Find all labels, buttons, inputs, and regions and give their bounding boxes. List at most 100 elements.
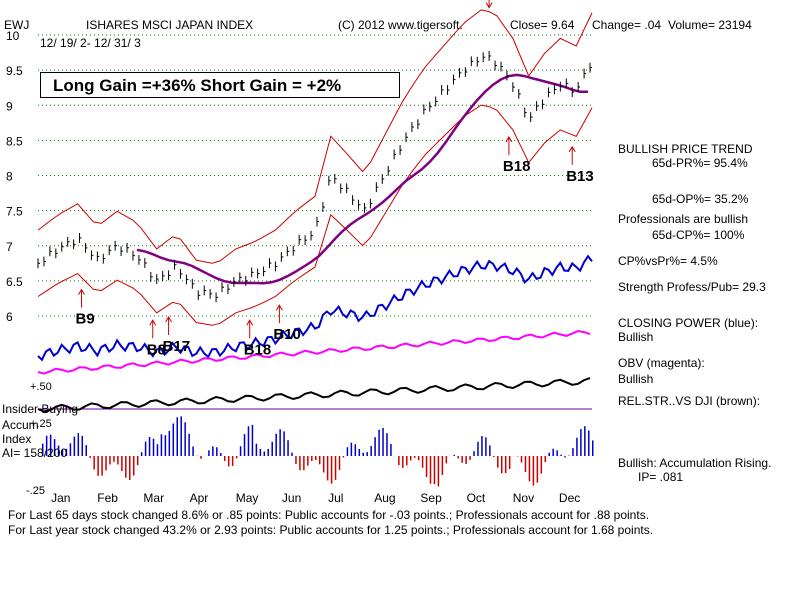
accum-bar bbox=[275, 433, 277, 456]
accum-bar bbox=[97, 456, 99, 476]
accum-bar bbox=[441, 456, 444, 475]
copyright-text: (C) 2012 www.tigersoft. bbox=[338, 18, 463, 32]
obv-line bbox=[37, 329, 591, 375]
accumulation-histogram: +.25 -.25 bbox=[26, 416, 594, 497]
accum-bar bbox=[117, 456, 119, 465]
cp-value: 65d-CP%= 100% bbox=[652, 228, 745, 242]
ticker-label: EWJ bbox=[4, 18, 30, 32]
trend-title: BULLISH PRICE TREND bbox=[618, 142, 753, 156]
month-label-feb: Feb bbox=[97, 491, 118, 505]
accum-bar bbox=[338, 456, 341, 470]
price-bars bbox=[37, 51, 593, 303]
accum-bar bbox=[588, 430, 590, 456]
y-tick-7.5: 7.5 bbox=[6, 205, 23, 219]
y-tick-10: 10 bbox=[6, 29, 20, 43]
accum-bar bbox=[350, 442, 353, 456]
signal-label-b18: B18 bbox=[244, 341, 272, 358]
month-label-jun: Jun bbox=[282, 491, 301, 505]
accum-bar bbox=[398, 456, 400, 466]
accum-bar bbox=[465, 456, 467, 465]
date-range: 12/ 19/ 2- 12/ 31/ 3 bbox=[40, 36, 141, 50]
accum-bar bbox=[168, 430, 171, 456]
accum-bar bbox=[299, 456, 301, 471]
accum-bar bbox=[184, 422, 186, 456]
accum-tick-lower: -.25 bbox=[26, 485, 45, 497]
accum-bar bbox=[188, 433, 190, 456]
accum-bar bbox=[520, 456, 523, 463]
closing-power-line bbox=[37, 254, 593, 362]
month-label-jul: Jul bbox=[328, 491, 343, 505]
accum-bar bbox=[315, 456, 317, 460]
volume-value: Volume= 23194 bbox=[668, 18, 752, 32]
closing-power-path bbox=[37, 254, 593, 362]
lower-band-line bbox=[37, 104, 593, 326]
accum-bar bbox=[200, 456, 202, 459]
accum-bar bbox=[263, 451, 266, 456]
moving-average-line bbox=[136, 73, 589, 285]
accum-bar bbox=[473, 451, 475, 456]
accum-bar bbox=[144, 441, 147, 456]
month-label-oct: Oct bbox=[467, 491, 486, 505]
accum-bar bbox=[548, 452, 550, 456]
month-label-aug: Aug bbox=[374, 491, 395, 505]
signal-arrows: B9B8B17B18B10S4B18B13 bbox=[76, 0, 594, 358]
accum-bar bbox=[370, 446, 372, 456]
accum-bar bbox=[524, 456, 527, 473]
accum-bar bbox=[532, 456, 535, 486]
accum-bar bbox=[45, 435, 48, 456]
accum-bar bbox=[136, 456, 139, 466]
accum-bar bbox=[402, 456, 404, 468]
accum-bar bbox=[81, 435, 84, 456]
accum-bar bbox=[255, 443, 258, 456]
signal-label-b18: B18 bbox=[503, 158, 531, 175]
y-tick-9.5: 9.5 bbox=[6, 64, 23, 78]
accum-bar bbox=[413, 456, 416, 458]
accum-bar bbox=[445, 456, 448, 464]
obv-status: Bullish bbox=[618, 372, 654, 386]
accum-bar bbox=[326, 456, 329, 481]
month-label-nov: Nov bbox=[513, 491, 534, 505]
accum-bar bbox=[216, 447, 218, 456]
accum-bar bbox=[295, 456, 297, 465]
price-gridlines bbox=[38, 34, 592, 317]
month-label-apr: Apr bbox=[190, 491, 209, 505]
ip-value: IP= .081 bbox=[638, 470, 684, 484]
accum-tick-mid: +.25 bbox=[30, 418, 52, 430]
accum-bar bbox=[121, 456, 123, 472]
signal-label-b10: B10 bbox=[273, 326, 301, 343]
month-label-dec: Dec bbox=[559, 491, 580, 505]
accum-bar bbox=[508, 456, 511, 469]
accum-bar bbox=[57, 445, 60, 456]
month-label-may: May bbox=[236, 491, 259, 505]
accum-bar bbox=[164, 435, 167, 456]
y-tick-8.5: 8.5 bbox=[6, 134, 23, 148]
accum-bar bbox=[148, 436, 151, 456]
accum-bar bbox=[457, 456, 459, 459]
accum-bar bbox=[453, 454, 455, 456]
accum-bar bbox=[528, 456, 531, 482]
accum-bar bbox=[140, 452, 143, 456]
accum-bar bbox=[425, 456, 428, 478]
accum-bar bbox=[259, 448, 262, 456]
signal-arrowhead-b10 bbox=[275, 304, 283, 311]
accum-bar bbox=[485, 437, 487, 456]
accum-bar bbox=[421, 456, 424, 468]
accum-bar bbox=[251, 424, 254, 456]
footer-line-2: For Last year stock changed 43.2% or 2.9… bbox=[8, 523, 654, 537]
accum-bar bbox=[311, 456, 313, 461]
accum-bar bbox=[469, 456, 471, 460]
accum-bar bbox=[552, 448, 554, 456]
accum-bar bbox=[287, 440, 289, 456]
month-label-jan: Jan bbox=[51, 491, 70, 505]
accum-bar bbox=[239, 446, 242, 456]
accum-bar bbox=[406, 456, 408, 466]
signal-arrowhead-b8 bbox=[149, 319, 157, 326]
accum-bar bbox=[374, 437, 376, 456]
accum-bar bbox=[560, 454, 562, 456]
accum-bar bbox=[235, 456, 238, 459]
signal-arrowhead-b9 bbox=[78, 288, 85, 295]
accum-bar bbox=[417, 456, 420, 461]
accum-bar bbox=[330, 456, 333, 484]
